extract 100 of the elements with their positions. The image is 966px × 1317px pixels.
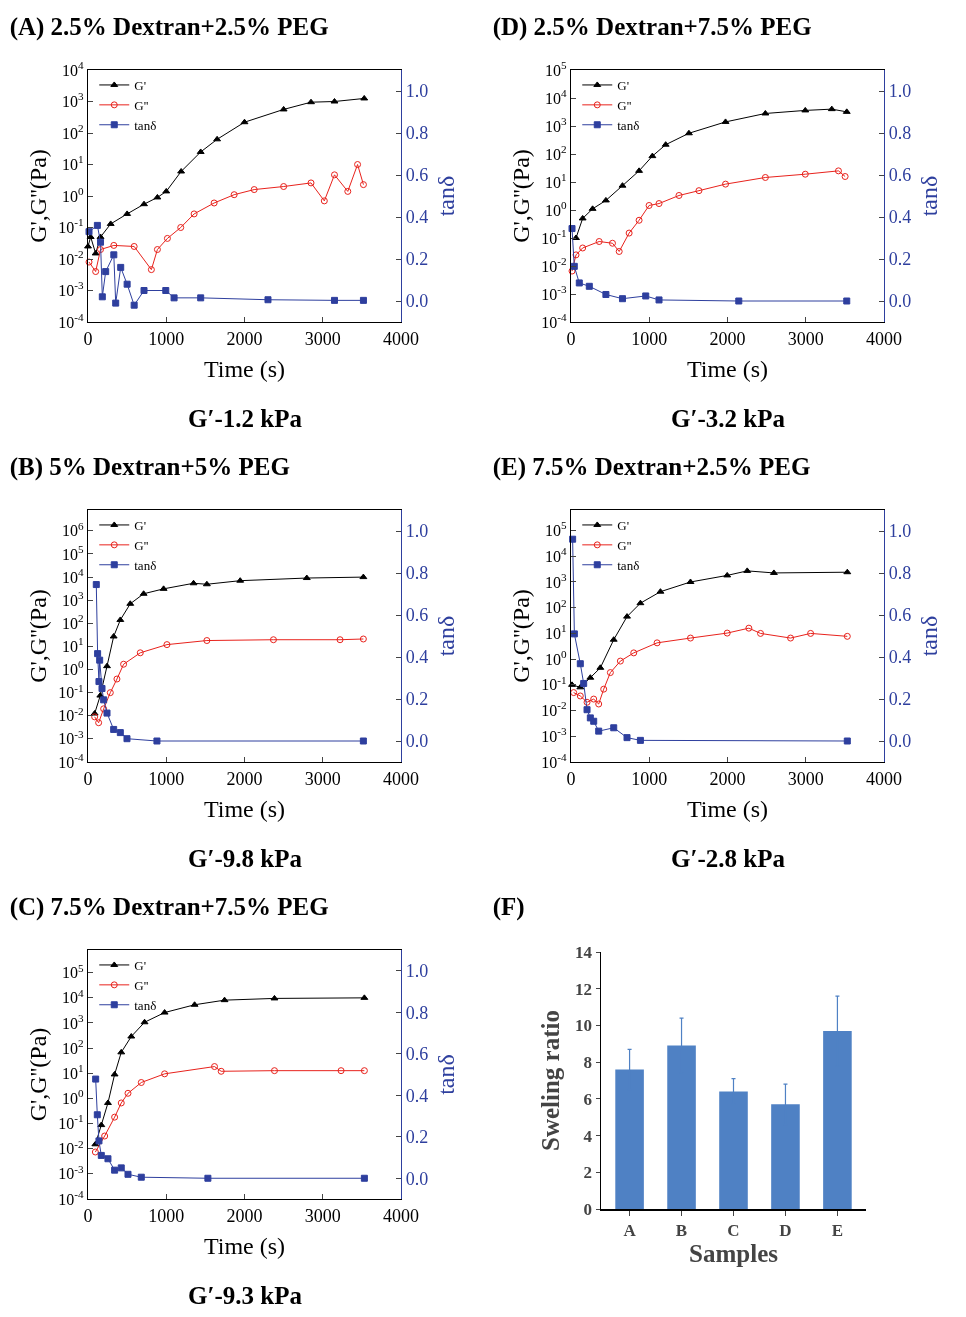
x-tick-label: B	[675, 1220, 688, 1240]
point	[807, 629, 815, 637]
y2-tick-label: 0.0	[888, 731, 912, 752]
x-tick-label: 1000	[148, 328, 185, 349]
point	[220, 996, 229, 1003]
y-tick-label: 10$^{-1}$	[541, 226, 567, 247]
point	[757, 629, 765, 637]
y-tick-label: 10$^{-1}$	[541, 673, 567, 694]
y-tick-label: 10$^{-3}$	[58, 727, 84, 748]
y2-tick-label: 0.0	[405, 1168, 429, 1189]
y2-tick-label: 0.0	[405, 291, 429, 312]
point	[307, 179, 315, 187]
y-tick-label: 10$^{-4}$	[541, 310, 567, 331]
point	[163, 234, 171, 242]
point	[307, 98, 315, 105]
point	[568, 267, 576, 275]
point	[601, 196, 610, 203]
x-axis-title: Time (s)	[203, 796, 286, 822]
y2-tick-label: 0.4	[888, 647, 912, 668]
y-tick-label: 10$^{3}$	[62, 589, 85, 609]
y-tick-label: 10$^{6}$	[62, 519, 85, 540]
y-tick-label: 6	[583, 1089, 593, 1109]
y-tick-label: 10$^{-3}$	[541, 725, 567, 745]
point	[801, 106, 810, 113]
y2-tick-label: 0.4	[405, 207, 429, 228]
point	[101, 1132, 109, 1140]
legend-label: G''	[134, 537, 149, 553]
y2-tick-label: 0.6	[405, 165, 429, 186]
point	[801, 170, 809, 178]
legend-label: G'	[134, 518, 146, 534]
point	[761, 173, 769, 181]
legend-label: G'	[134, 958, 146, 974]
point	[686, 634, 694, 642]
y2-tick-label: 0.4	[405, 1085, 429, 1106]
point	[578, 214, 587, 221]
point	[653, 639, 661, 647]
point	[270, 1067, 278, 1075]
chart-title: (A) 2.5% Dextran+2.5% PEG	[9, 12, 329, 41]
y-tick-label: 10$^{1}$	[545, 170, 567, 191]
y-tick-label: 10$^{1}$	[62, 153, 84, 174]
point	[745, 624, 753, 632]
legend-label: tanδ	[134, 557, 157, 573]
point	[576, 692, 584, 700]
y2-tick-label: 0.6	[888, 165, 912, 186]
point	[269, 636, 277, 644]
y2-tick-label: 0.8	[888, 123, 912, 144]
y2-axis-title: tanδ	[916, 615, 943, 657]
point	[203, 637, 211, 645]
y-tick-label: 10$^{5}$	[62, 542, 85, 563]
text: G′-3.2 kPa	[671, 405, 786, 432]
point	[834, 167, 842, 175]
point	[684, 129, 693, 136]
y2-tick-label: 0.2	[888, 249, 912, 270]
point	[153, 193, 162, 200]
y-tick-label: 10$^{-3}$	[58, 279, 84, 300]
y-tick-label: 10$^{-1}$	[58, 681, 84, 702]
y-axis-title: G',G''(Pa)	[25, 1027, 52, 1122]
y2-tick-label: 1.0	[405, 961, 429, 982]
y2-tick-label: 0.6	[405, 1044, 429, 1065]
y2-tick-label: 0.4	[405, 647, 429, 668]
x-tick-label: 2000	[226, 1205, 263, 1226]
y2-tick-label: 1.0	[888, 521, 912, 542]
point	[843, 632, 851, 640]
y-tick-label: 10$^{-3}$	[541, 282, 567, 303]
point	[608, 239, 616, 247]
point	[616, 657, 624, 665]
x-axis-title: Time (s)	[203, 356, 286, 382]
y-tick-label: 10$^{-1}$	[58, 1112, 84, 1133]
point	[615, 247, 623, 255]
point	[600, 685, 608, 693]
point	[85, 258, 93, 266]
y-tick-label: 10$^{-2}$	[58, 1137, 84, 1158]
text: G′-9.8 kPa	[188, 845, 303, 872]
point	[344, 187, 352, 195]
y2-axis-title: tanδ	[433, 175, 460, 217]
point	[625, 229, 633, 237]
point	[623, 613, 631, 619]
point	[572, 251, 580, 259]
x-tick-label: 2000	[226, 328, 263, 349]
x-tick-label: 3000	[304, 1205, 341, 1226]
x-tick-label: 4000	[383, 1205, 419, 1226]
point	[140, 200, 148, 207]
point	[240, 118, 249, 125]
y2-tick-label: 0.4	[888, 207, 912, 228]
y2-tick-label: 0.8	[405, 123, 429, 144]
point	[163, 641, 171, 649]
chart-title: (F)	[492, 892, 525, 921]
point	[113, 675, 121, 683]
y-tick-label: 10	[575, 1016, 593, 1036]
x-tick-label: 2000	[709, 328, 746, 349]
y-tick-label: 10$^{1}$	[545, 622, 567, 643]
x-tick-label: 4000	[383, 328, 419, 349]
y-tick-label: 10$^{3}$	[545, 570, 568, 591]
y2-tick-label: 1.0	[405, 521, 429, 542]
chart-title: (C) 7.5% Dextran+7.5% PEG	[9, 892, 329, 921]
x-tick-label: C	[727, 1220, 740, 1240]
y2-tick-label: 1.0	[888, 81, 912, 102]
x-tick-label: 2000	[709, 768, 746, 789]
y-tick-label: 10$^{2}$	[545, 142, 567, 163]
y2-tick-label: 0.6	[405, 605, 429, 626]
